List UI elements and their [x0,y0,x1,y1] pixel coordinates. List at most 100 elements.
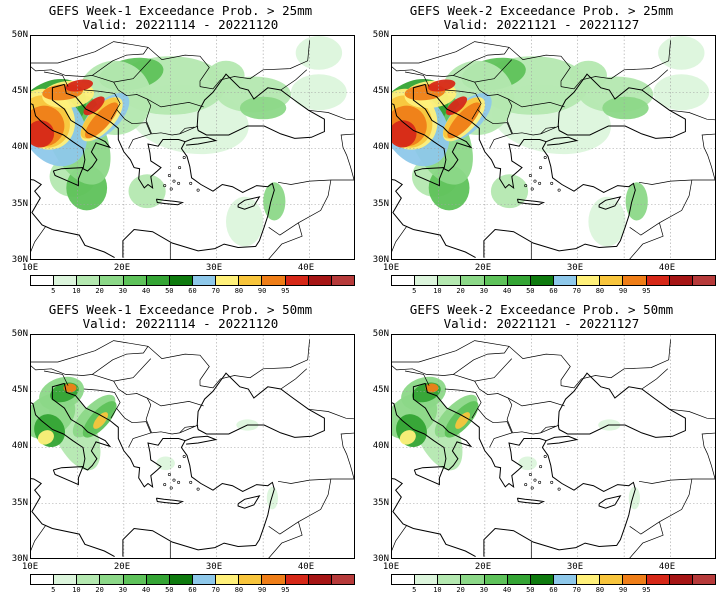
lon-label-20e: 20E [113,562,131,572]
island-outline [172,478,176,482]
country-border [43,71,69,87]
lat-label-35n: 35N [372,498,389,508]
country-border [560,40,671,90]
colorbar-segment [600,276,624,285]
country-border [308,109,354,121]
country-border [638,133,715,185]
country-border [353,479,354,480]
panel-valid-dates: Valid: 20221121 - 20221127 [443,316,640,331]
colorbar-segment [54,575,78,584]
country-border [65,47,149,77]
colorbar-segment [331,276,354,285]
country-border [426,346,510,376]
probability-contour [37,430,54,445]
colorbar-segment [169,575,193,584]
country-border [268,222,303,259]
probability-contour [239,96,287,120]
colorbar-segment [692,575,715,584]
country-border [392,66,427,76]
probability-colorbar [391,574,716,585]
colorbar-tick-label: 20 [456,586,465,594]
country-border [113,81,204,108]
colorbar-segment [461,276,485,285]
coastline [545,136,579,146]
panel-valid-dates: Valid: 20221114 - 20221120 [82,17,279,32]
island-outline [177,181,181,185]
country-border [560,339,671,389]
colorbar-tick-label: 80 [234,287,244,295]
probability-contour [518,456,537,471]
probability-contour [207,60,245,90]
country-border [629,179,693,236]
colorbar-segment [308,575,332,584]
country-border [474,380,565,407]
lat-label-40n: 40N [11,441,28,451]
coastline [52,466,84,486]
country-border [629,521,664,558]
island-outline [524,483,528,487]
colorbar-labels: 5 10 20 30 40 50 60 70 80 90 95 [30,287,355,297]
panel-title: GEFS Week-2 Exceedance Prob. > 25mm [409,3,674,18]
coastline [424,84,547,190]
colorbar-segment [331,575,354,584]
colorbar-segment [123,575,147,584]
colorbar-segment [285,575,309,584]
lat-label-45n: 45N [11,385,28,395]
colorbar-tick-label: 40 [502,586,512,594]
island-outline [530,486,534,490]
coastline [122,440,275,557]
lon-label-20e: 20E [474,263,492,273]
probability-contour [65,79,94,92]
coastline [31,179,115,259]
colorbar-segment [31,575,55,584]
probability-contour [63,383,77,393]
lon-label-40e: 40E [658,562,676,572]
colorbar-tick-label: 90 [618,586,628,594]
map-plot-area [391,35,716,260]
probability-contour [427,79,456,92]
probability-contour [625,182,648,221]
lat-label-50n: 50N [11,329,28,339]
country-border [199,40,310,90]
island-outline [177,480,181,484]
country-border [277,133,354,185]
colorbar-tick-label: 10 [72,586,81,594]
lon-label-20e: 20E [113,263,131,273]
colorbar-segment [100,276,124,285]
country-border [506,98,560,136]
colorbar-tick-label: 10 [433,287,442,295]
island-outline [189,181,193,185]
panel-title: GEFS Week-1 Exceedance Prob. > 25mm [48,3,313,18]
colorbar-segment [438,575,462,584]
precip-probability-map [31,335,354,558]
probability-colorbar [391,275,716,286]
country-border [392,340,571,386]
colorbar-segment [77,575,101,584]
island-outline [533,179,537,183]
colorbar-segment [507,276,531,285]
colorbar-tick-label: 30 [479,586,489,594]
country-border [426,47,510,77]
colorbar-segment [262,276,286,285]
coastline [31,83,112,172]
colorbar-tick-label: 50 [526,287,535,295]
colorbar-segment [77,276,101,285]
island-outline [533,478,537,482]
panel-title: GEFS Week-1 Exceedance Prob. > 50mm [48,302,313,317]
probability-contour [31,120,55,148]
colorbar-segment [100,575,124,584]
lon-label-30e: 30E [566,263,584,273]
coastline [598,495,622,509]
colorbar-tick-label: 80 [595,586,605,594]
coastline [184,136,218,146]
precip-probability-map [392,36,715,259]
country-border [92,358,152,382]
lat-label-35n: 35N [11,498,28,508]
colorbar-segment [54,276,78,285]
colorbar-tick-label: 90 [618,287,628,295]
colorbar-tick-label: 80 [595,287,605,295]
island-outline [543,156,547,160]
colorbar-segment [438,276,462,285]
island-outline [538,480,542,484]
island-outline [189,480,193,484]
